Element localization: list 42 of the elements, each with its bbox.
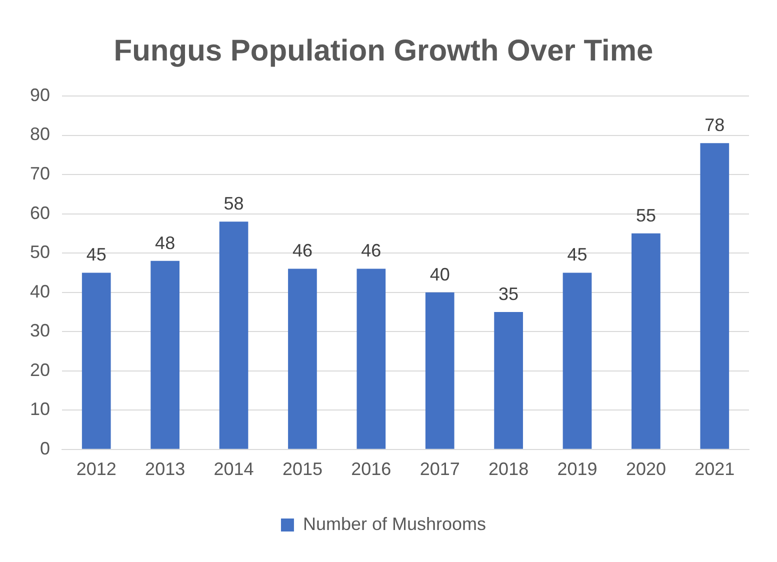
x-tick-label: 2014 <box>214 459 254 480</box>
y-tick-label: 90 <box>30 84 50 105</box>
bar <box>700 143 730 449</box>
legend-label: Number of Mushrooms <box>302 514 486 534</box>
data-label: 46 <box>292 240 312 261</box>
data-label: 58 <box>224 194 244 214</box>
bar <box>356 268 386 449</box>
data-label: 78 <box>704 115 725 136</box>
y-tick-label: 0 <box>40 438 50 458</box>
y-tick-label: 10 <box>30 399 50 420</box>
data-label: 55 <box>636 205 656 226</box>
x-tick-label: 2021 <box>694 459 735 480</box>
data-label: 40 <box>430 264 450 284</box>
x-tick-label: 2020 <box>626 459 666 480</box>
y-tick-label: 80 <box>30 124 50 144</box>
y-tick-label: 30 <box>30 320 50 341</box>
data-label: 45 <box>567 244 588 265</box>
bar <box>494 312 523 449</box>
x-tick-label: 2017 <box>420 459 460 480</box>
x-tick-label: 2016 <box>351 459 392 480</box>
y-tick-label: 70 <box>30 164 50 184</box>
bar <box>219 222 248 449</box>
x-tick-label: 2013 <box>145 459 186 480</box>
bar <box>288 268 317 449</box>
bar <box>150 260 180 449</box>
y-tick-label: 20 <box>30 360 50 380</box>
x-tick-label: 2019 <box>557 459 598 480</box>
bar <box>632 233 660 449</box>
y-tick-label: 50 <box>30 242 50 262</box>
x-tick-label: 2012 <box>76 459 116 480</box>
bar <box>562 272 592 449</box>
data-label: 48 <box>155 232 176 253</box>
chart-title: Fungus Population Growth Over Time <box>114 34 654 68</box>
x-tick-label: 2018 <box>488 459 529 480</box>
data-label: 45 <box>86 244 106 265</box>
data-label: 35 <box>498 284 519 304</box>
bar <box>82 272 111 449</box>
bar <box>425 292 454 449</box>
y-tick-label: 60 <box>30 202 50 223</box>
x-tick-label: 2015 <box>282 459 322 480</box>
data-label: 46 <box>361 240 382 261</box>
y-tick-label: 40 <box>30 281 50 302</box>
